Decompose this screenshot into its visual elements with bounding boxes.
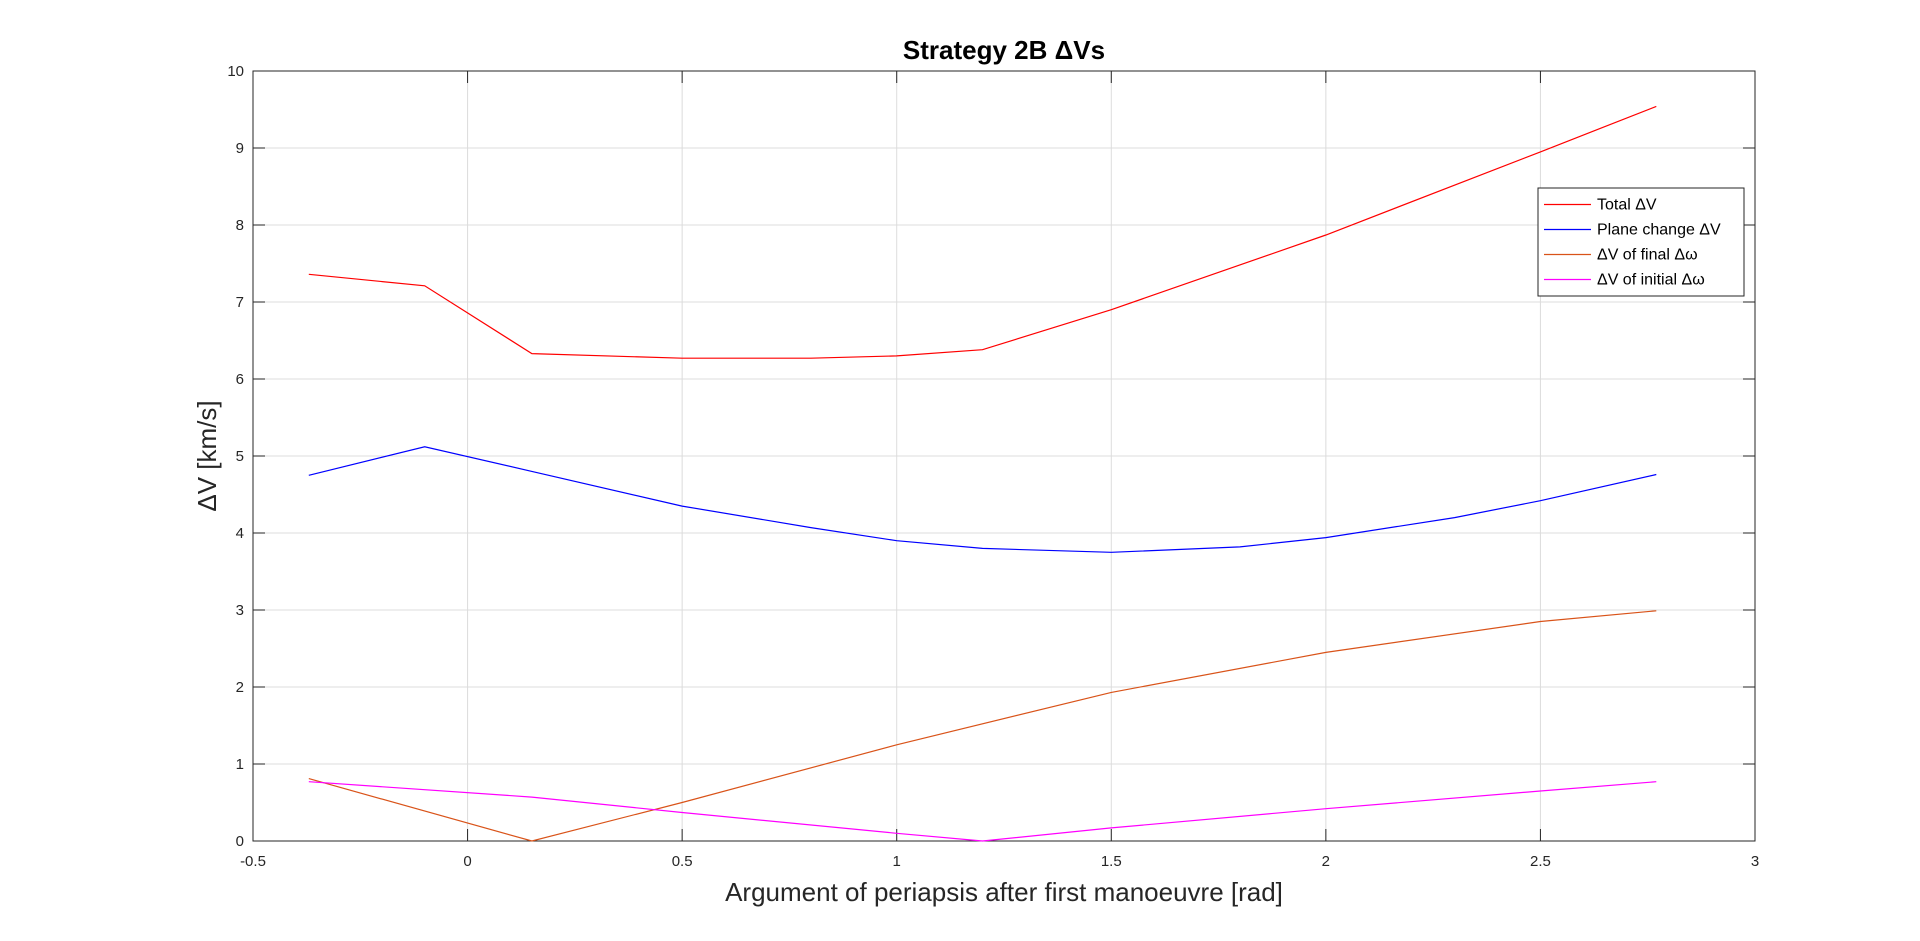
- axis-ticks: -0.5 0 0.5 1 1.5 2 2.5 3 0 1 2 3 4 5 6 7 8 9 10: [227, 63, 1759, 870]
- chart-title: Strategy 2B ΔVs: [903, 35, 1105, 65]
- y-tick-label: 6: [236, 371, 244, 388]
- x-tick-label: 3: [1751, 853, 1759, 870]
- y-tick-label: 2: [236, 679, 244, 696]
- y-tick-label: 4: [236, 525, 244, 542]
- y-tick-label: 5: [236, 448, 244, 465]
- x-tick-label: 0.5: [672, 853, 693, 870]
- y-tick-label: 3: [236, 602, 244, 619]
- y-tick-label: 0: [236, 833, 244, 850]
- x-tick-label: 0: [463, 853, 471, 870]
- y-tick-label: 1: [236, 756, 244, 773]
- y-tick-label: 7: [236, 294, 244, 311]
- legend-entry: ΔV of final Δω: [1597, 247, 1698, 264]
- legend-entry: ΔV of initial Δω: [1597, 272, 1705, 289]
- series-lines: [308, 105, 1657, 842]
- x-tick-label: -0.5: [240, 853, 266, 870]
- y-tick-label: 10: [227, 63, 244, 80]
- y-tick-label: 9: [236, 140, 244, 157]
- grid: [253, 71, 1755, 841]
- series-line-1: [308, 446, 1657, 553]
- x-tick-label: 2: [1322, 853, 1330, 870]
- y-tick-label: 8: [236, 217, 244, 234]
- legend-entry: Total ΔV: [1597, 197, 1657, 214]
- series-line-0: [308, 105, 1657, 359]
- x-tick-label: 1.5: [1101, 853, 1122, 870]
- x-tick-label: 1: [893, 853, 901, 870]
- series-line-3: [308, 781, 1657, 842]
- series-line-2: [308, 610, 1657, 842]
- legend-box: [1537, 187, 1745, 297]
- legend: Total ΔV Plane change ΔV ΔV of final Δω ΔV …: [1537, 187, 1745, 297]
- y-axis-label: ΔV [km/s]: [192, 400, 222, 511]
- x-tick-label: 2.5: [1530, 853, 1551, 870]
- legend-entry: Plane change ΔV: [1597, 222, 1721, 239]
- x-axis-label: Argument of periapsis after first manoeu…: [725, 877, 1283, 907]
